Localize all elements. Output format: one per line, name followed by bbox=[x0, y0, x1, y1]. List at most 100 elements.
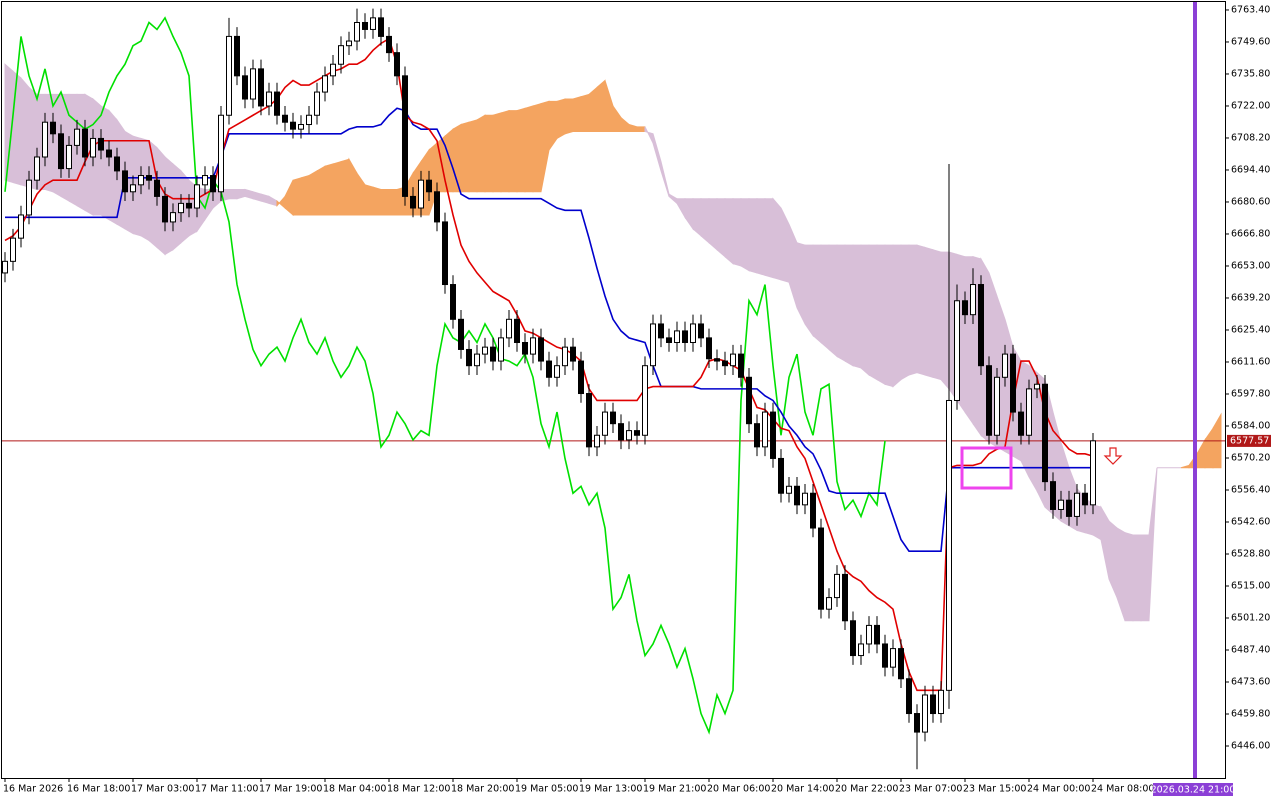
current-price-label: 6577.57 bbox=[1230, 435, 1269, 446]
candle-body bbox=[258, 68, 264, 107]
cloud-segment bbox=[1132, 534, 1142, 622]
cloud-segment bbox=[636, 126, 646, 132]
candle-body bbox=[930, 694, 936, 715]
cloud-segment bbox=[588, 86, 598, 132]
y-tick-label: 6625.40 bbox=[1231, 324, 1270, 335]
cloud-segment bbox=[804, 244, 814, 338]
candle-body bbox=[74, 128, 80, 146]
candle-body bbox=[298, 124, 304, 130]
candle-body bbox=[426, 179, 432, 193]
x-tick-label: 19 Mar 21:00 bbox=[643, 784, 706, 795]
cloud-segment bbox=[836, 244, 846, 362]
candle-body bbox=[90, 137, 96, 158]
candle-body bbox=[242, 75, 248, 100]
candle-body bbox=[738, 353, 744, 378]
cloud-segment bbox=[572, 96, 582, 132]
x-tick-label: 17 Mar 19:00 bbox=[259, 784, 322, 795]
candle-body bbox=[138, 175, 144, 186]
candle-body bbox=[66, 144, 72, 170]
y-tick-label: 6666.80 bbox=[1231, 228, 1270, 239]
candle-body bbox=[906, 678, 912, 715]
cloud-segment bbox=[492, 112, 502, 193]
candle-body bbox=[154, 179, 160, 197]
cloud-segment bbox=[140, 137, 150, 242]
time-marker-label: 2026.03.24 21:00 bbox=[1151, 785, 1236, 796]
x-tick-label: 19 Mar 13:00 bbox=[579, 784, 642, 795]
candle-body bbox=[794, 485, 800, 506]
candle-body bbox=[482, 346, 488, 355]
cloud-segment bbox=[1092, 504, 1102, 541]
candle-body bbox=[914, 713, 920, 733]
y-tick-label: 6542.60 bbox=[1231, 516, 1270, 527]
candle-body bbox=[18, 214, 24, 239]
candle-body bbox=[922, 694, 928, 733]
candle-body bbox=[994, 376, 1000, 436]
plot-area bbox=[2, 8, 1225, 770]
candle-body bbox=[698, 323, 704, 339]
x-tick-label: 24 Mar 08:00 bbox=[1091, 784, 1154, 795]
cloud-segment bbox=[1140, 534, 1150, 622]
candle-body bbox=[362, 21, 368, 30]
candle-body bbox=[714, 358, 720, 362]
candle-body bbox=[250, 68, 256, 100]
candle-body bbox=[466, 348, 472, 367]
candle-body bbox=[546, 360, 552, 378]
candle-body bbox=[226, 35, 232, 116]
cloud-segment bbox=[724, 198, 734, 265]
y-tick-label: 6446.00 bbox=[1231, 740, 1270, 751]
candle-body bbox=[834, 573, 840, 599]
cloud-segment bbox=[476, 114, 486, 193]
cloud-segment bbox=[876, 244, 886, 386]
indicator-line bbox=[4, 16, 886, 735]
time-marker-line bbox=[1193, 2, 1197, 778]
candle-body bbox=[562, 346, 568, 367]
candle-body bbox=[82, 128, 88, 158]
candle-body bbox=[746, 376, 752, 425]
cloud-segment bbox=[708, 198, 718, 251]
candle-body bbox=[850, 620, 856, 657]
cloud-segment bbox=[852, 244, 862, 369]
candle-body bbox=[210, 175, 216, 193]
cloud-segment bbox=[860, 244, 870, 377]
candle-body bbox=[514, 318, 520, 344]
cloud-segment bbox=[868, 244, 878, 381]
cloud-segment bbox=[324, 163, 334, 216]
candle-body bbox=[954, 300, 960, 401]
candle-body bbox=[194, 184, 200, 209]
candle-body bbox=[570, 346, 576, 362]
cloud-segment bbox=[468, 119, 478, 193]
cloud-segment bbox=[292, 177, 302, 216]
candle-body bbox=[506, 318, 512, 339]
x-tick-label: 20 Mar 22:00 bbox=[835, 784, 898, 795]
plot-frame bbox=[1, 1, 1226, 779]
candle-body bbox=[626, 430, 632, 441]
candle-body bbox=[762, 411, 768, 448]
candle-body bbox=[642, 365, 648, 436]
candle-body bbox=[218, 114, 224, 193]
y-tick-label: 6473.60 bbox=[1231, 676, 1270, 687]
cloud-segment bbox=[364, 184, 374, 216]
candle-body bbox=[106, 149, 112, 158]
candle-body bbox=[674, 330, 680, 344]
candle-body bbox=[970, 284, 976, 316]
cloud-segment bbox=[828, 244, 838, 358]
cloud-segment bbox=[1148, 467, 1158, 621]
candle-body bbox=[1050, 481, 1056, 510]
candle-body bbox=[730, 353, 736, 367]
cloud-segment bbox=[564, 98, 574, 135]
cloud-segment bbox=[596, 79, 606, 132]
cloud-segment bbox=[316, 165, 326, 216]
candle-body bbox=[282, 114, 288, 123]
candle-body bbox=[754, 423, 760, 448]
cloud-segment bbox=[508, 110, 518, 193]
candle-body bbox=[290, 121, 296, 130]
candle-body bbox=[1034, 383, 1040, 390]
candle-body bbox=[450, 284, 456, 320]
candle-body bbox=[458, 318, 464, 350]
x-tick-label: 18 Mar 12:00 bbox=[387, 784, 450, 795]
cloud-segment bbox=[460, 121, 470, 193]
candle-body bbox=[962, 300, 968, 316]
y-tick-label: 6597.80 bbox=[1231, 388, 1270, 399]
candle-body bbox=[1090, 440, 1096, 506]
candle-body bbox=[530, 337, 536, 355]
